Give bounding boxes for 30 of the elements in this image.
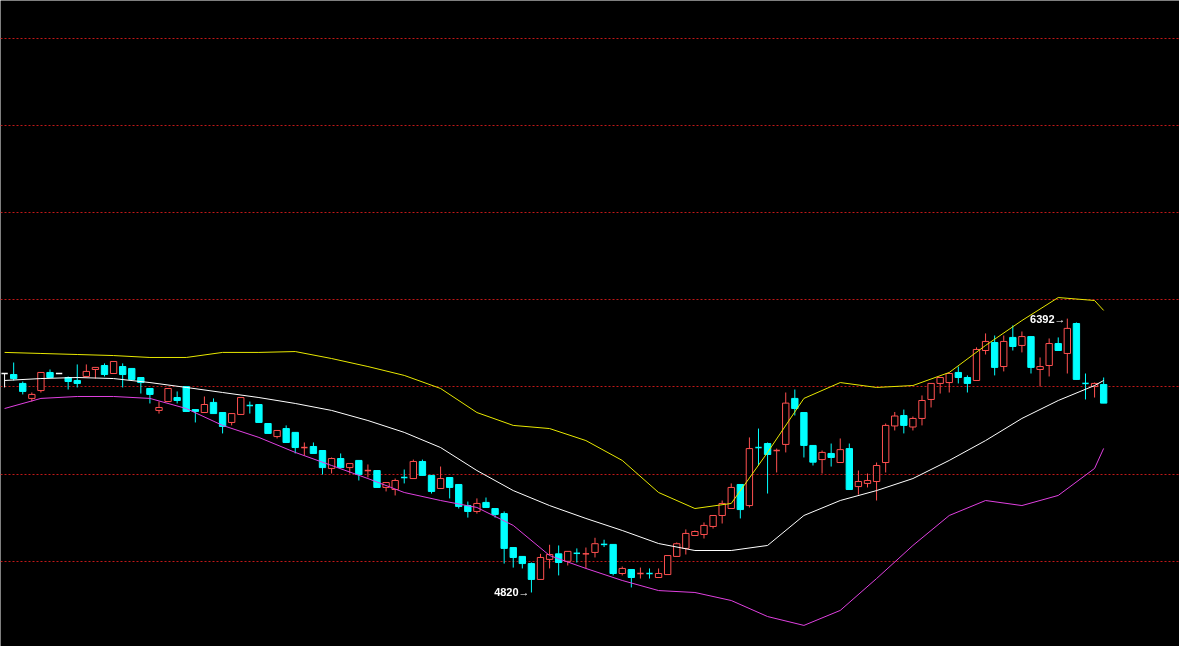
- candlestick: [445, 477, 454, 499]
- candlestick: [427, 474, 436, 495]
- candlestick: [891, 411, 899, 431]
- annotation: 4820→: [494, 586, 530, 599]
- candlestick: [1045, 337, 1053, 377]
- candlestick: [854, 470, 863, 496]
- candlestick: [818, 450, 826, 474]
- candlestick: [146, 387, 154, 404]
- candlestick: [455, 483, 463, 510]
- candlestick: [1099, 377, 1108, 404]
- candlestick: [473, 497, 481, 515]
- candlestick: [836, 437, 844, 464]
- candlestick: [872, 462, 881, 502]
- candlestick: [409, 459, 418, 480]
- candlestick: [527, 562, 536, 593]
- annotation: 6392→: [1030, 312, 1066, 325]
- candlestick: [591, 537, 599, 558]
- candlestick: [900, 409, 908, 434]
- candlestick: [536, 553, 545, 580]
- candlestick: [1036, 356, 1044, 388]
- candlestick: [827, 443, 835, 468]
- candlestick: [791, 389, 799, 416]
- candlestick: [436, 466, 445, 489]
- candlestick: [663, 555, 672, 576]
- candlestick: [1009, 324, 1017, 351]
- candlestick: [118, 362, 127, 388]
- candlestick: [355, 459, 363, 481]
- candlestick: [581, 547, 590, 569]
- candlestick: [155, 401, 163, 415]
- candlestick: [1018, 331, 1026, 353]
